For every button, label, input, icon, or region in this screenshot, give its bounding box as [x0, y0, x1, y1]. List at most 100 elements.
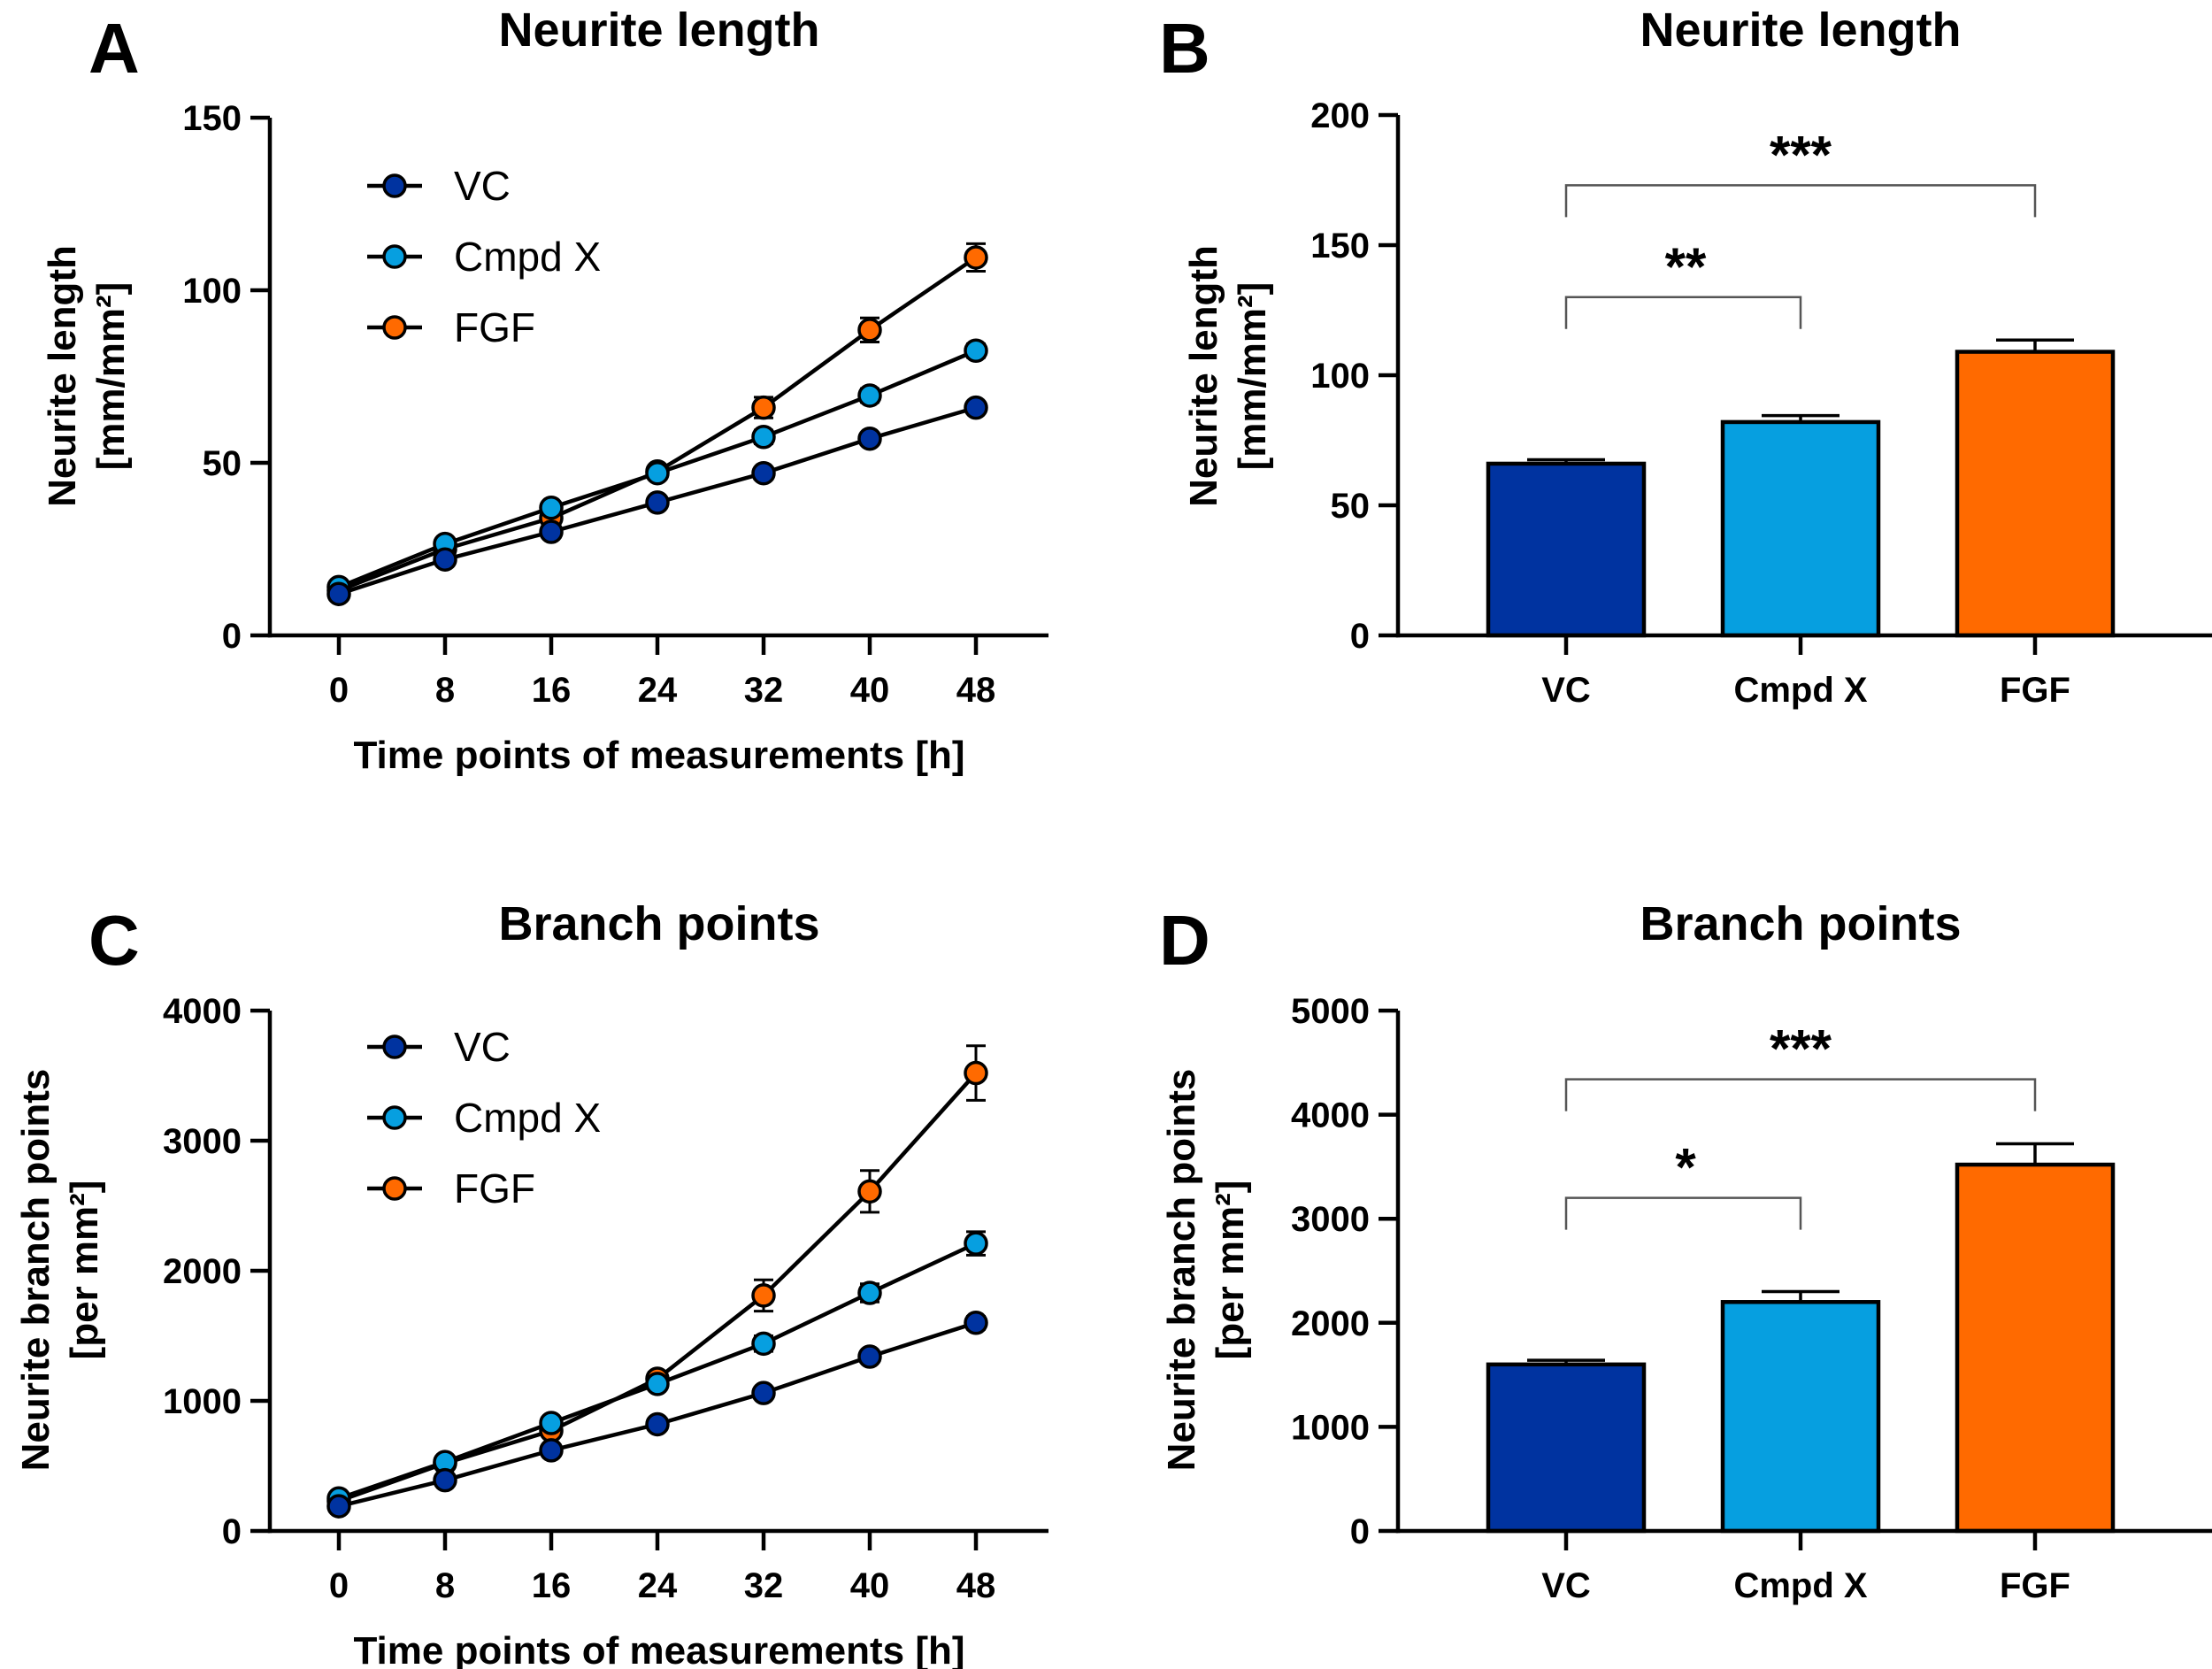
y-axis-unit: [per mm²] [1209, 1181, 1252, 1360]
y-axis-unit: [per mm²] [63, 1181, 106, 1360]
y-tick-label: 200 [1310, 96, 1370, 135]
data-point-vc [645, 1411, 670, 1437]
data-point-vc [751, 1381, 776, 1405]
bar-vc [1486, 1362, 1647, 1534]
data-point-fgf [857, 1179, 882, 1204]
legend-marker-fgf [382, 1176, 407, 1201]
bar-fgf [1955, 1162, 2116, 1534]
legend-marker-cmpd-x [382, 1105, 407, 1130]
data-point-vc [645, 490, 670, 515]
data-point-fgf [751, 395, 776, 420]
data-point-vc [539, 1438, 564, 1463]
data-point-fgf [964, 245, 988, 270]
x-tick-label: 16 [532, 1566, 572, 1605]
x-tick-label: 40 [850, 1566, 890, 1605]
data-point-vc [751, 460, 776, 486]
y-tick-label: 5000 [1291, 992, 1370, 1031]
significance-bracket [1564, 296, 1802, 329]
legend-label: Cmpd X [454, 1095, 601, 1141]
bar-fgf [1955, 350, 2116, 638]
significance-label: * [1675, 1138, 1696, 1197]
significance-bracket [1564, 184, 2037, 218]
y-tick-label: 1000 [163, 1382, 242, 1421]
bar-cmpd-x [1720, 419, 1881, 638]
legend-marker-cmpd-x [382, 244, 407, 269]
data-point-vc [857, 1344, 882, 1369]
y-tick-label: 100 [182, 272, 242, 311]
y-tick-label: 0 [222, 617, 242, 656]
y-tick-label: 2000 [1291, 1304, 1370, 1343]
x-tick-label: Cmpd X [1733, 1566, 1867, 1605]
bar-chart-d: D Branch points 0 1000 2000 3000 4000 5000 Neuri… [1159, 897, 2212, 1605]
panel-letter: D [1159, 901, 1210, 980]
x-tick-label: VC [1541, 671, 1591, 710]
x-axis-label: Time points of measurements [h] [353, 1629, 964, 1669]
x-tick-label: 40 [850, 671, 890, 710]
data-point-cmpd-x [857, 1281, 882, 1305]
data-point-vc [433, 547, 457, 572]
x-tick-label: FGF [2000, 1566, 2070, 1605]
data-point-cmpd-x [645, 460, 670, 486]
data-point-vc [857, 426, 882, 451]
significance-label: *** [1770, 125, 1832, 184]
significance-label: ** [1665, 237, 1707, 296]
data-point-cmpd-x [751, 425, 776, 450]
y-tick-label: 2000 [163, 1252, 242, 1291]
x-tick-label: 48 [956, 1566, 996, 1605]
y-tick-label: 4000 [1291, 1096, 1370, 1135]
panel-letter: A [88, 9, 140, 88]
y-tick-label: 4000 [163, 992, 242, 1031]
y-axis-label: Neurite length [1182, 245, 1225, 507]
data-point-fgf [857, 318, 882, 342]
x-tick-label: Cmpd X [1733, 671, 1867, 710]
x-tick-label: FGF [2000, 671, 2070, 710]
data-point-cmpd-x [539, 1411, 564, 1435]
x-tick-label: 0 [329, 671, 349, 710]
y-tick-label: 50 [1331, 487, 1371, 526]
y-tick-label: 150 [1310, 227, 1370, 265]
data-point-fgf [751, 1283, 776, 1308]
y-axis-label: Neurite length [41, 245, 84, 507]
legend-label: FGF [454, 304, 535, 350]
significance-bracket [1564, 1078, 2037, 1111]
data-point-vc [326, 581, 351, 606]
y-tick-label: 150 [182, 99, 242, 138]
x-tick-label: 24 [638, 1566, 678, 1605]
y-tick-label: 3000 [1291, 1200, 1370, 1239]
legend: VC Cmpd X FGF [367, 163, 601, 350]
legend-label: FGF [454, 1165, 535, 1211]
x-tick-label: 24 [638, 671, 678, 710]
bar-cmpd-x [1720, 1300, 1881, 1534]
y-axis-label: Neurite branch points [14, 1069, 58, 1472]
data-point-vc [539, 519, 564, 544]
data-point-vc [964, 395, 988, 420]
data-point-cmpd-x [751, 1331, 776, 1357]
chart-title: Branch points [498, 897, 819, 950]
significance-label: *** [1770, 1019, 1832, 1079]
x-tick-label: 8 [435, 1566, 455, 1605]
legend-label: VC [454, 163, 511, 209]
x-tick-label: VC [1541, 1566, 1591, 1605]
x-tick-label: 48 [956, 671, 996, 710]
legend-marker-vc [382, 1034, 407, 1059]
bar-vc [1486, 461, 1647, 638]
y-tick-label: 50 [203, 444, 242, 483]
y-tick-label: 3000 [163, 1122, 242, 1161]
y-tick-label: 1000 [1291, 1408, 1370, 1447]
y-tick-label: 0 [222, 1512, 242, 1551]
x-tick-label: 8 [435, 671, 455, 710]
y-tick-label: 0 [1350, 617, 1370, 656]
y-axis-unit: [mm/mm²] [1231, 282, 1274, 471]
x-axis-label: Time points of measurements [h] [353, 734, 964, 777]
y-axis-unit: [mm/mm²] [89, 282, 133, 471]
data-point-cmpd-x [964, 338, 988, 363]
significance-bracket [1564, 1196, 1802, 1230]
chart-title: Branch points [1640, 897, 1961, 950]
y-axis-label: Neurite branch points [1160, 1069, 1203, 1472]
x-tick-label: 32 [744, 1566, 784, 1605]
panel-letter: C [88, 901, 140, 980]
chart-title: Neurite length [1640, 4, 1961, 57]
data-point-vc [433, 1467, 457, 1493]
